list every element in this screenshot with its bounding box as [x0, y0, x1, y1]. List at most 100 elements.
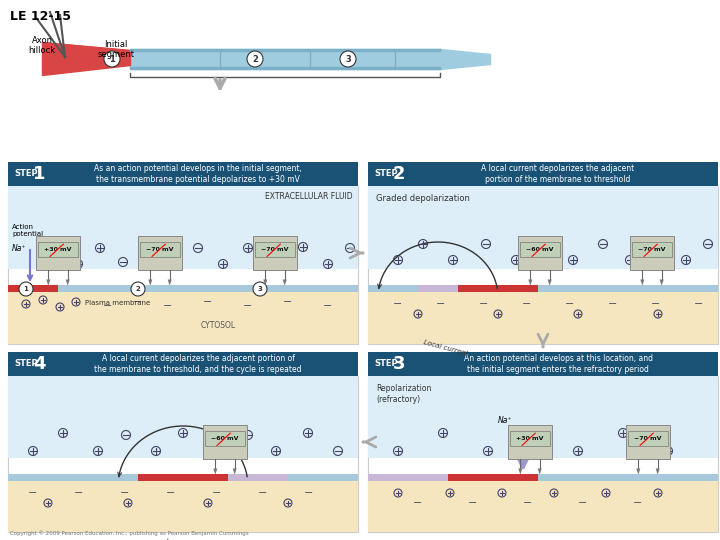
Bar — [368, 162, 718, 186]
Text: −: − — [565, 299, 575, 309]
Text: 4: 4 — [33, 355, 45, 373]
Text: −: − — [305, 488, 314, 498]
Text: A local current depolarizes the adjacent portion of
the membrane to threshold, a: A local current depolarizes the adjacent… — [94, 354, 302, 374]
Bar — [140, 242, 180, 257]
Polygon shape — [548, 280, 552, 286]
Bar — [630, 236, 674, 270]
Text: LE 12-15: LE 12-15 — [10, 10, 71, 23]
FancyArrowPatch shape — [363, 437, 376, 447]
Text: CYTOSOL: CYTOSOL — [200, 321, 235, 330]
Bar — [368, 352, 718, 376]
Text: −70 mV: −70 mV — [146, 247, 174, 252]
Bar — [253, 236, 297, 270]
Bar — [368, 474, 718, 481]
Text: Copyright © 2009 Pearson Education, Inc., publishing as Pearson Benjamin Cumming: Copyright © 2009 Pearson Education, Inc.… — [10, 530, 248, 536]
Polygon shape — [636, 469, 640, 475]
Text: −: − — [468, 498, 477, 508]
Polygon shape — [640, 280, 644, 286]
Polygon shape — [660, 280, 664, 286]
Text: STEP: STEP — [14, 360, 37, 368]
Text: −: − — [28, 488, 37, 498]
Bar — [8, 481, 358, 532]
Text: 2: 2 — [135, 286, 140, 292]
Polygon shape — [233, 469, 237, 475]
Polygon shape — [168, 280, 171, 286]
Text: 1: 1 — [109, 55, 115, 64]
Bar — [0, 0, 720, 140]
Text: −: − — [652, 299, 661, 309]
Bar — [203, 425, 247, 459]
Text: −: − — [283, 297, 293, 307]
Bar — [368, 376, 718, 458]
Text: −: − — [522, 299, 531, 309]
Circle shape — [247, 51, 263, 67]
Bar — [38, 242, 78, 257]
Polygon shape — [518, 469, 522, 475]
Text: +30 mV: +30 mV — [516, 436, 544, 441]
Bar — [255, 242, 295, 257]
Bar — [508, 425, 552, 459]
Text: Graded depolarization: Graded depolarization — [376, 194, 470, 203]
Text: An action potential develops at this location, and
the initial segment enters th: An action potential develops at this loc… — [464, 354, 652, 374]
Text: −60 mV: −60 mV — [526, 247, 554, 252]
Bar — [8, 474, 358, 481]
Polygon shape — [264, 280, 267, 286]
Bar — [418, 285, 508, 292]
Bar — [368, 474, 448, 481]
FancyArrowPatch shape — [350, 248, 363, 258]
Text: −: − — [243, 301, 253, 311]
Bar — [448, 474, 538, 481]
Text: Axon
hillock: Axon hillock — [28, 36, 55, 56]
Text: Action
potential: Action potential — [12, 224, 43, 237]
Text: −: − — [203, 297, 212, 307]
Text: 2: 2 — [393, 165, 405, 183]
Bar — [8, 376, 358, 532]
Text: −: − — [103, 301, 113, 311]
Text: STEP: STEP — [374, 360, 397, 368]
Text: 3: 3 — [258, 286, 262, 292]
Bar — [368, 186, 718, 269]
Bar — [368, 285, 718, 292]
Bar — [368, 292, 718, 344]
Text: 3: 3 — [393, 355, 405, 373]
Text: −: − — [163, 301, 173, 311]
Bar — [518, 236, 562, 270]
Text: As an action potential develops in the initial segment,
the transmembrane potent: As an action potential develops in the i… — [94, 164, 302, 184]
Text: −70 mV: −70 mV — [638, 247, 666, 252]
Bar — [8, 186, 358, 269]
Circle shape — [104, 51, 120, 67]
Polygon shape — [538, 469, 541, 475]
Text: −: − — [393, 299, 402, 309]
Bar — [368, 481, 718, 532]
Text: 3: 3 — [345, 55, 351, 64]
Text: −: − — [120, 488, 130, 498]
Text: Plasma membrane: Plasma membrane — [86, 300, 150, 306]
Text: −: − — [413, 498, 423, 508]
Text: −: − — [634, 498, 643, 508]
Circle shape — [253, 282, 267, 296]
Polygon shape — [46, 280, 50, 286]
Text: EXTRACELLULAR FLUID: EXTRACELLULAR FLUID — [266, 192, 353, 201]
Polygon shape — [656, 469, 660, 475]
Polygon shape — [283, 280, 287, 286]
Text: Repolarization
(refractory): Repolarization (refractory) — [376, 384, 431, 404]
Circle shape — [340, 51, 356, 67]
Bar — [138, 474, 228, 481]
Polygon shape — [213, 469, 217, 475]
Bar — [208, 474, 288, 481]
Text: −: − — [323, 301, 333, 311]
Text: 1: 1 — [33, 165, 45, 183]
Text: −60 mV: −60 mV — [211, 436, 239, 441]
Bar — [8, 186, 358, 344]
Text: 1: 1 — [24, 286, 28, 292]
Bar — [626, 425, 670, 459]
Bar — [36, 236, 80, 270]
Text: −: − — [480, 299, 489, 309]
Text: −: − — [166, 488, 176, 498]
Text: Local current: Local current — [423, 339, 469, 357]
Text: 2: 2 — [252, 55, 258, 64]
Bar — [632, 242, 672, 257]
Text: −70 mV: −70 mV — [634, 436, 662, 441]
Text: −: − — [523, 498, 533, 508]
Bar — [510, 431, 550, 446]
